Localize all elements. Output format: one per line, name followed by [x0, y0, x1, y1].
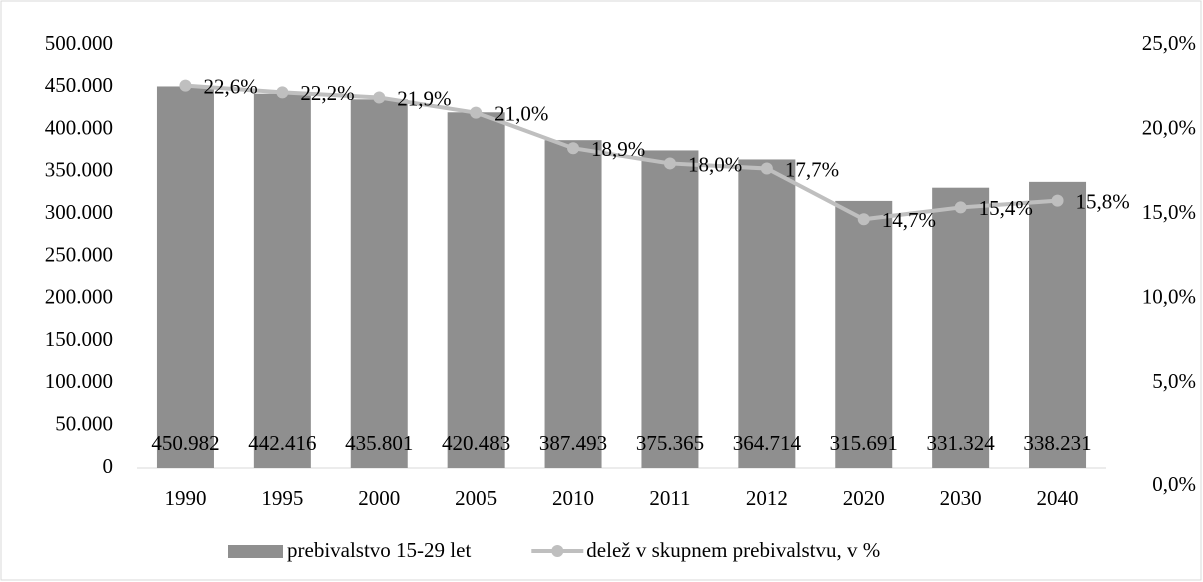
line-point [857, 213, 870, 226]
y-tick-label: 400.000 [45, 115, 113, 139]
y2-tick-label: 0,0% [1152, 472, 1196, 496]
bar-label: 364.714 [733, 431, 802, 455]
y-tick-label: 250.000 [45, 242, 113, 266]
line-label: 18,0% [688, 152, 742, 176]
y-tick-label: 350.000 [45, 158, 113, 182]
y-tick-label: 50.000 [55, 412, 113, 436]
x-tick-label: 2012 [746, 486, 788, 510]
bar-label: 387.493 [539, 431, 607, 455]
line-point [1051, 194, 1064, 207]
bar [932, 187, 990, 468]
legend-swatch [551, 545, 564, 557]
line-point [760, 162, 773, 175]
legend-swatch [228, 545, 283, 558]
x-tick-label: 1995 [261, 486, 303, 510]
line-point [470, 106, 483, 119]
y-tick-label: 100.000 [45, 369, 113, 393]
bar-label: 442.416 [248, 431, 316, 455]
x-tick-label: 2010 [552, 486, 594, 510]
line-point [567, 142, 580, 155]
bar-label: 420.483 [442, 431, 510, 455]
line-point [373, 91, 386, 104]
line-label: 22,2% [300, 81, 354, 105]
bar [1029, 181, 1087, 468]
y-tick-label: 200.000 [45, 285, 113, 309]
x-tick-label: 2000 [358, 486, 400, 510]
y-tick-label: 300.000 [45, 200, 113, 224]
bar-label: 331.324 [927, 431, 996, 455]
line-label: 18,9% [591, 137, 645, 161]
bar [835, 200, 893, 468]
y2-tick-label: 20,0% [1142, 115, 1196, 139]
line-label: 17,7% [785, 157, 839, 181]
bar [156, 86, 214, 468]
line-label: 22,6% [203, 74, 257, 98]
x-tick-label: 1990 [164, 486, 206, 510]
y2-tick-label: 25,0% [1142, 31, 1196, 55]
bar-label: 315.691 [830, 431, 898, 455]
bar-label: 450.982 [151, 431, 219, 455]
bar-label: 435.801 [345, 431, 413, 455]
y-tick-label: 500.000 [45, 31, 113, 55]
x-tick-label: 2005 [455, 486, 497, 510]
y2-tick-label: 5,0% [1152, 369, 1196, 393]
x-tick-label: 2020 [843, 486, 885, 510]
y-tick-label: 150.000 [45, 327, 113, 351]
legend-label: prebivalstvo 15-29 let [287, 538, 471, 562]
bar [641, 150, 699, 468]
x-tick-label: 2030 [940, 486, 982, 510]
bar-label: 375.365 [636, 431, 704, 455]
y-tick-label: 0 [103, 454, 114, 478]
line-label: 14,7% [882, 208, 936, 232]
line-label: 21,9% [397, 86, 451, 110]
bar [544, 140, 602, 469]
x-tick-label: 2011 [649, 486, 690, 510]
bar [738, 159, 796, 468]
bar [447, 112, 505, 468]
line-point [179, 79, 192, 92]
bar [253, 93, 311, 468]
bar-label: 338.231 [1023, 431, 1091, 455]
line-label: 21,0% [494, 101, 548, 125]
line-point [276, 86, 289, 99]
x-tick-label: 2040 [1037, 486, 1079, 510]
line-point [954, 201, 967, 214]
bar [350, 99, 408, 469]
line-label: 15,8% [1076, 189, 1130, 213]
y2-tick-label: 10,0% [1142, 285, 1196, 309]
line-point [663, 157, 676, 170]
line-label: 15,4% [979, 196, 1033, 220]
legend-label: delež v skupnem prebivalstvu, v % [586, 538, 880, 562]
y2-tick-label: 15,0% [1142, 200, 1196, 224]
line [185, 83, 1058, 222]
y-tick-label: 450.000 [45, 73, 113, 97]
